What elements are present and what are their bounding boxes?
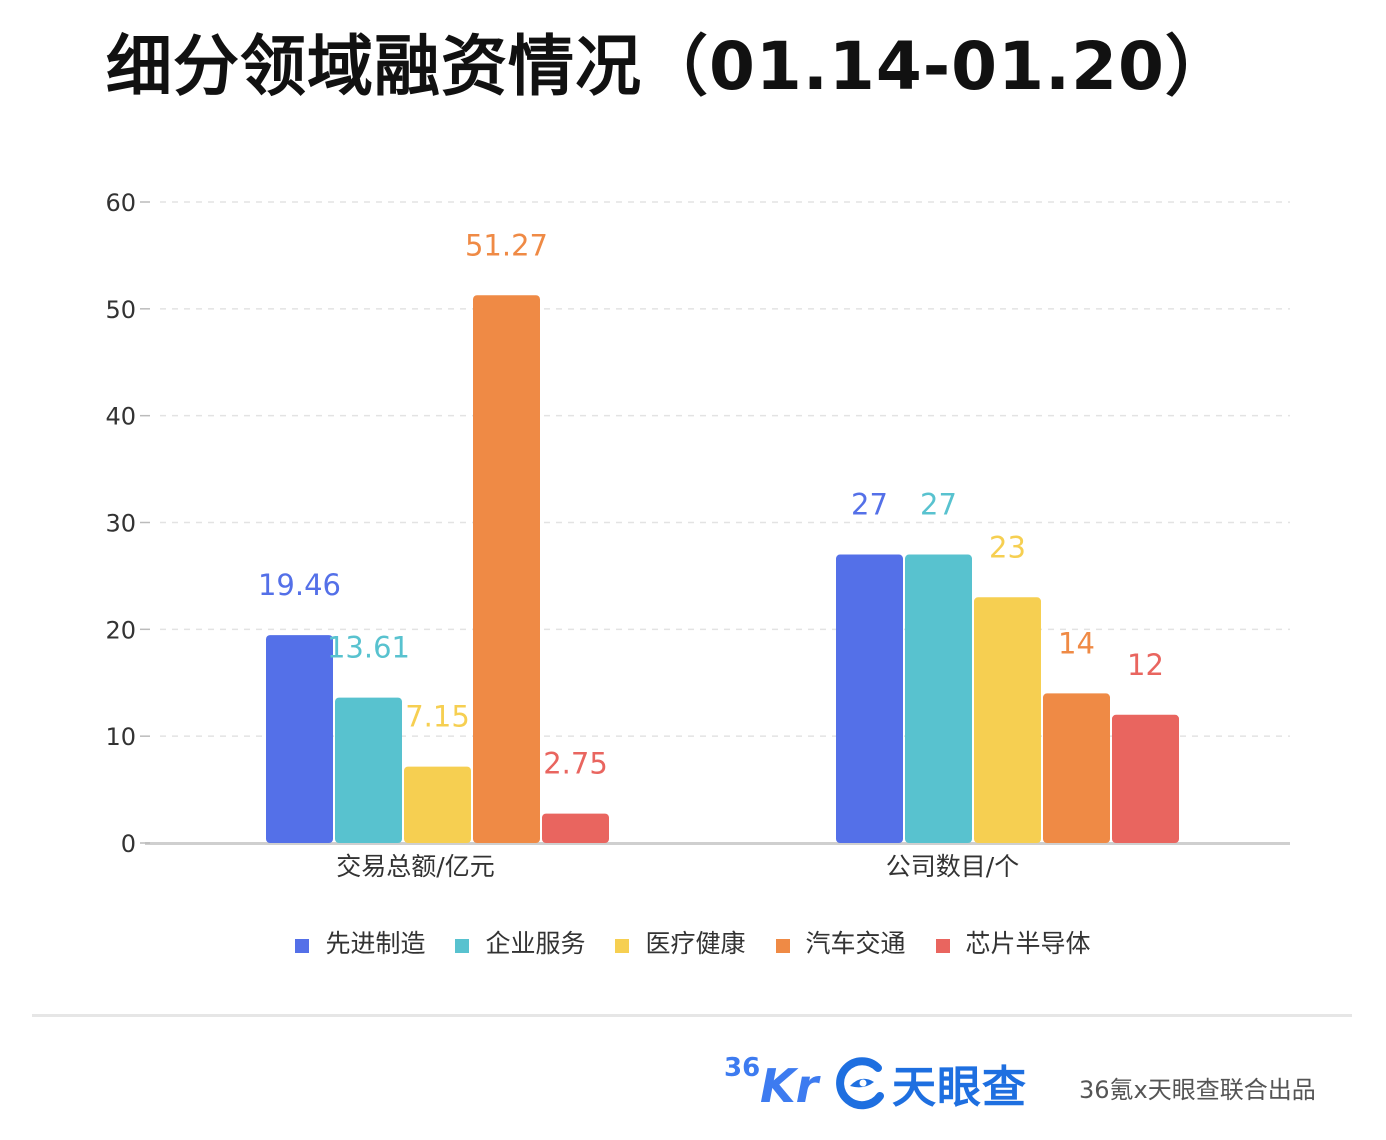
legend-item: 企业服务 <box>455 924 585 960</box>
y-tick-label: 30 <box>105 510 136 538</box>
data-label: 13.61 <box>327 631 410 665</box>
x-axis-categories: 交易总额/亿元 公司数目/个 <box>336 852 1019 881</box>
bar <box>905 554 972 843</box>
legend-label: 芯片半导体 <box>965 929 1091 958</box>
bar <box>1112 714 1179 843</box>
legend-swatch <box>935 939 950 953</box>
data-label: 23 <box>989 530 1026 564</box>
bar <box>266 635 333 843</box>
legend-label: 先进制造 <box>325 929 426 958</box>
legend-item: 医疗健康 <box>615 924 746 960</box>
data-label: 2.75 <box>543 747 608 781</box>
footer: 36 Kr 天眼查 36氪x天眼查联合出品 <box>724 1050 1316 1116</box>
y-tick-label: 50 <box>105 296 136 324</box>
bar-chart: 0 10 20 30 40 50 60 19.46 13.61 7.15 51.27 2.75 27 2… <box>105 189 1290 881</box>
bar <box>836 554 903 843</box>
y-tick-label: 0 <box>121 830 136 858</box>
logo-36kr-superscript: 36 <box>724 1053 761 1083</box>
logo-tianyancha-text: 天眼查 <box>892 1062 1027 1113</box>
legend-swatch <box>775 939 790 953</box>
legend-swatch <box>615 939 630 953</box>
bar <box>335 697 402 843</box>
legend-item: 汽车交通 <box>775 924 906 960</box>
legend-swatch <box>295 939 310 953</box>
legend-label: 医疗健康 <box>645 929 746 958</box>
y-tick-label: 10 <box>105 723 136 751</box>
bar <box>404 766 471 843</box>
data-label: 12 <box>1127 648 1164 682</box>
legend-label: 企业服务 <box>485 929 586 958</box>
y-tick-label: 40 <box>105 403 136 431</box>
bar <box>473 295 540 843</box>
logo-tianyancha: 天眼查 <box>834 1051 1027 1115</box>
x-category-label: 公司数目/个 <box>886 852 1019 881</box>
legend-label: 汽车交通 <box>805 929 906 958</box>
data-label: 51.27 <box>465 228 548 262</box>
data-label: 19.46 <box>258 568 341 602</box>
y-axis-ticks: 0 10 20 30 40 50 60 <box>105 189 150 858</box>
x-category-label: 交易总额/亿元 <box>336 852 494 881</box>
bar <box>542 813 609 843</box>
bar <box>1043 693 1110 843</box>
data-label: 14 <box>1058 626 1095 660</box>
logo-36kr-text: Kr <box>760 1059 819 1113</box>
grid-lines <box>145 201 1290 845</box>
data-labels: 19.46 13.61 7.15 51.27 2.75 27 27 23 14 12 <box>258 228 1164 780</box>
tianyancha-eye-icon <box>836 1057 884 1110</box>
footer-credit: 36氪x天眼查联合出品 <box>1079 1075 1316 1104</box>
footer-divider <box>32 1014 1352 1017</box>
data-label: 27 <box>920 488 957 522</box>
bar <box>974 597 1041 843</box>
y-tick-label: 20 <box>105 616 136 644</box>
y-tick-label: 60 <box>105 189 136 217</box>
legend-swatch <box>455 939 470 953</box>
bars <box>266 295 1179 843</box>
legend-item: 芯片半导体 <box>935 924 1091 960</box>
logo-36kr: 36 Kr <box>724 1053 820 1113</box>
data-label: 27 <box>851 488 888 522</box>
chart-title: 细分领域融资情况（01.14-01.20） <box>106 28 1232 105</box>
chart-legend: 先进制造 企业服务 医疗健康 汽车交通 芯片半导体 <box>0 922 1386 962</box>
legend-item: 先进制造 <box>295 924 425 960</box>
data-label: 7.15 <box>405 700 470 734</box>
